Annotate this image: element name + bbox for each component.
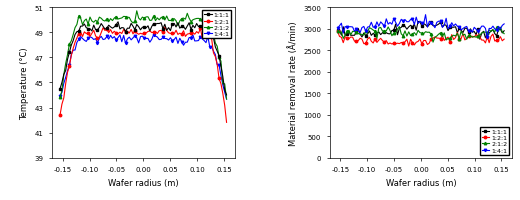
1:4:1 — [475, 31, 481, 33]
1:2:1 — [496, 39, 502, 42]
2:1:2 — [501, 33, 508, 36]
Line: 1:1:1: 1:1:1 — [59, 21, 228, 97]
1:1:1 — [80, 26, 86, 28]
2:1:2 — [80, 24, 86, 27]
1:4:1 — [478, 26, 485, 28]
2:1:2 — [477, 35, 483, 37]
1:1:1 — [501, 30, 508, 33]
2:1:2 — [197, 19, 203, 21]
Line: 1:4:1: 1:4:1 — [59, 34, 228, 101]
2:1:2 — [175, 25, 181, 28]
1:1:1 — [201, 27, 207, 30]
2:1:2 — [497, 27, 503, 29]
1:4:1 — [197, 36, 203, 39]
1:1:1 — [224, 94, 230, 97]
1:1:1 — [480, 31, 487, 33]
2:1:2 — [396, 26, 402, 29]
1:4:1 — [80, 38, 86, 40]
1:2:1 — [475, 35, 481, 38]
1:2:1 — [201, 33, 207, 35]
1:4:1 — [108, 35, 114, 37]
2:1:2 — [218, 61, 224, 63]
1:4:1 — [357, 32, 363, 35]
2:1:2 — [57, 96, 63, 99]
2:1:2 — [334, 31, 341, 33]
2:1:2 — [134, 11, 140, 13]
1:4:1 — [385, 24, 391, 26]
1:2:1 — [218, 83, 224, 86]
2:1:2 — [224, 98, 230, 101]
1:2:1 — [478, 40, 485, 42]
1:1:1 — [475, 28, 481, 31]
2:1:2 — [385, 27, 391, 29]
1:1:1 — [385, 33, 391, 36]
1:1:1 — [218, 66, 224, 68]
1:2:1 — [162, 27, 168, 29]
1:4:1 — [422, 14, 428, 17]
1:2:1 — [334, 31, 341, 33]
1:4:1 — [201, 40, 207, 43]
Line: 2:1:2: 2:1:2 — [336, 26, 505, 44]
1:1:1 — [197, 26, 203, 28]
1:1:1 — [415, 21, 421, 24]
1:4:1 — [175, 43, 181, 45]
Line: 2:1:2: 2:1:2 — [59, 11, 228, 101]
1:2:1 — [57, 114, 63, 116]
1:2:1 — [175, 34, 181, 36]
1:1:1 — [477, 39, 483, 41]
1:2:1 — [80, 36, 86, 39]
1:2:1 — [452, 37, 459, 40]
2:1:2 — [201, 17, 207, 19]
1:4:1 — [224, 98, 230, 101]
1:1:1 — [334, 30, 341, 32]
1:2:1 — [385, 44, 391, 46]
1:1:1 — [115, 21, 121, 24]
Line: 1:2:1: 1:2:1 — [59, 27, 228, 124]
Y-axis label: Temperature (°C): Temperature (°C) — [20, 47, 29, 119]
2:1:2 — [108, 18, 114, 21]
Legend: 1:1:1, 1:2:1, 2:1:2, 1:4:1: 1:1:1, 1:2:1, 2:1:2, 1:4:1 — [202, 11, 231, 39]
1:1:1 — [175, 22, 181, 25]
Line: 1:4:1: 1:4:1 — [336, 14, 505, 39]
Line: 1:2:1: 1:2:1 — [336, 31, 505, 48]
1:2:1 — [197, 28, 203, 31]
1:4:1 — [497, 29, 503, 31]
1:2:1 — [108, 29, 114, 32]
X-axis label: Wafer radius (m): Wafer radius (m) — [108, 178, 179, 187]
1:4:1 — [334, 28, 341, 30]
Line: 1:1:1: 1:1:1 — [336, 21, 505, 41]
1:2:1 — [501, 39, 508, 41]
1:2:1 — [357, 38, 363, 40]
1:4:1 — [218, 75, 224, 77]
1:1:1 — [452, 26, 459, 29]
1:1:1 — [57, 88, 63, 90]
1:4:1 — [452, 24, 459, 26]
2:1:2 — [357, 34, 363, 36]
1:4:1 — [57, 95, 63, 98]
1:4:1 — [501, 24, 508, 26]
2:1:2 — [430, 42, 436, 44]
2:1:2 — [480, 32, 487, 34]
1:1:1 — [497, 29, 503, 31]
1:2:1 — [406, 46, 412, 48]
2:1:2 — [454, 33, 461, 35]
X-axis label: Wafer radius (m): Wafer radius (m) — [385, 178, 456, 187]
1:2:1 — [224, 122, 230, 124]
Y-axis label: Material removal rate (Å/min): Material removal rate (Å/min) — [288, 21, 297, 145]
1:4:1 — [484, 37, 490, 39]
1:1:1 — [108, 27, 114, 29]
1:4:1 — [150, 34, 157, 37]
Legend: 1:1:1, 1:2:1, 2:1:2, 1:4:1: 1:1:1, 1:2:1, 2:1:2, 1:4:1 — [480, 127, 509, 155]
1:1:1 — [357, 34, 363, 36]
